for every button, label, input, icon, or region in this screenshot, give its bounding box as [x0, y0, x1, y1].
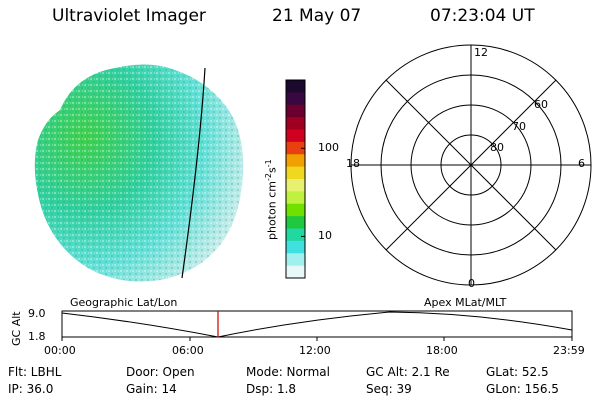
polar-ring-60: 60 — [534, 98, 548, 111]
track-x-tick: 06:00 — [172, 344, 204, 357]
orbit-track-panel — [61, 310, 573, 341]
polar-label-left: 18 — [346, 157, 360, 170]
colorbar-swatch — [286, 166, 305, 180]
track-y-title: GC Alt — [10, 311, 23, 346]
colorbar-swatch — [286, 240, 305, 254]
colorbar-swatch — [286, 154, 305, 168]
colorbar-swatch — [286, 253, 305, 267]
colorbar-tick-10: 10 — [318, 229, 332, 242]
date-label: 21 May 07 — [272, 6, 362, 26]
track-y-bottom: 1.8 — [28, 330, 46, 343]
time-label: 07:23:04 UT — [430, 6, 535, 26]
info-filter: Flt: LBHL — [8, 365, 62, 379]
colorbar-swatch — [286, 141, 305, 155]
colorbar-swatch — [286, 92, 305, 106]
info-seq: Seq: 39 — [366, 382, 412, 396]
polar-label-top: 12 — [474, 46, 488, 59]
track-right-label: Apex MLat/MLT — [424, 296, 507, 309]
uv-image-disk — [34, 64, 244, 282]
colorbar-frame — [285, 79, 306, 279]
info-gc-alt: GC Alt: 2.1 Re — [366, 365, 450, 379]
colorbar-swatch — [286, 216, 305, 230]
color-bar — [285, 79, 306, 279]
colorbar-swatch — [286, 191, 305, 205]
track-x-tick: 23:59 — [553, 344, 585, 357]
info-ip: IP: 36.0 — [8, 382, 54, 396]
info-gain: Gain: 14 — [126, 382, 177, 396]
colorbar-swatch — [286, 104, 305, 118]
track-y-top: 9.0 — [28, 307, 46, 320]
altitude-curve — [61, 311, 573, 338]
info-door: Door: Open — [126, 365, 195, 379]
colorbar-axis-label: photon cm-2s-1 — [264, 159, 279, 240]
track-x-tick: 00:00 — [44, 344, 76, 357]
colorbar-swatch — [286, 228, 305, 242]
colorbar-swatch — [286, 80, 305, 93]
colorbar-swatch — [286, 265, 305, 279]
track-left-label: Geographic Lat/Lon — [70, 296, 178, 309]
track-x-tick: 12:00 — [299, 344, 331, 357]
colorbar-swatch — [286, 117, 305, 131]
app-title: Ultraviolet Imager — [52, 6, 206, 26]
info-glon: GLon: 156.5 — [486, 382, 559, 396]
track-x-tick: 18:00 — [426, 344, 458, 357]
info-glat: GLat: 52.5 — [486, 365, 549, 379]
colorbar-swatch — [286, 179, 305, 192]
polar-label-right: 6 — [578, 157, 585, 170]
polar-grid — [350, 44, 592, 286]
terminator-line — [181, 67, 206, 279]
colorbar-tick-100: 100 — [318, 141, 339, 154]
info-dsp: Dsp: 1.8 — [246, 382, 297, 396]
info-mode: Mode: Normal — [246, 365, 330, 379]
colorbar-swatch — [286, 129, 305, 143]
polar-label-bottom: 0 — [468, 277, 475, 290]
colorbar-swatch — [286, 203, 305, 217]
polar-ring-70: 70 — [512, 120, 526, 133]
polar-ring-80: 80 — [490, 141, 504, 154]
